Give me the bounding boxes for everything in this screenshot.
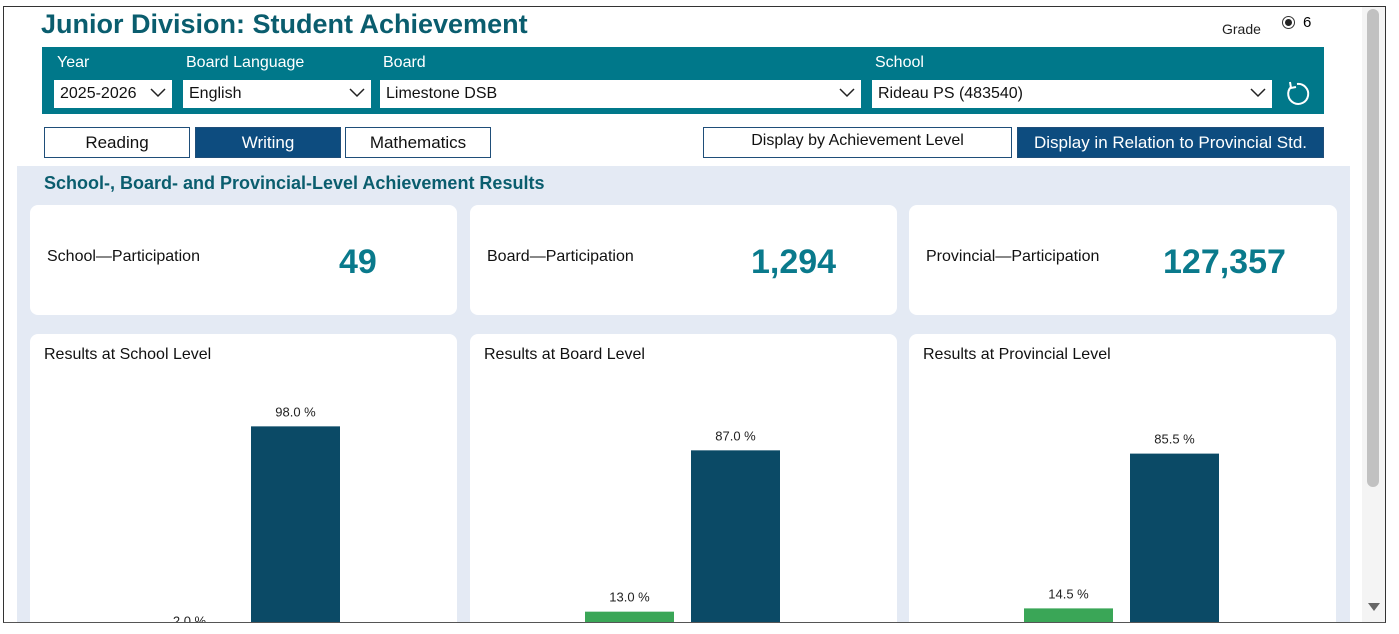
chart-title: Results at Provincial Level xyxy=(923,346,1111,363)
bar xyxy=(251,426,340,622)
chevron xyxy=(1250,88,1266,98)
bar xyxy=(1024,608,1113,622)
data-label: 2.0 % xyxy=(173,614,207,623)
data-label: 13.0 % xyxy=(609,590,650,605)
kpi-card: School—Participation 49 xyxy=(30,205,457,315)
grade-label: Grade xyxy=(1222,21,1261,37)
chart-card: Results at Provincial Level 14.5 % 85.5 % xyxy=(909,334,1336,622)
kpi-label: School—Participation xyxy=(47,248,200,265)
chevron xyxy=(150,88,166,98)
chart-card: Results at Board Level 13.0 % 87.0 % xyxy=(470,334,897,622)
reset-button[interactable] xyxy=(1282,79,1312,109)
bar xyxy=(585,611,674,622)
kpi-label: Board—Participation xyxy=(487,248,634,265)
filter-label: Year xyxy=(57,54,90,71)
bar-chart: 2.0 % 98.0 % xyxy=(173,404,340,623)
dropdown-value: 2025-2026 xyxy=(60,85,137,102)
bar xyxy=(691,450,780,622)
kpi-value: 49 xyxy=(339,243,377,281)
display-toggle[interactable]: Display by Achievement Level xyxy=(703,127,1012,158)
data-label: 14.5 % xyxy=(1048,586,1089,601)
dropdown-value: English xyxy=(189,85,242,102)
grade-radio[interactable] xyxy=(1282,16,1295,29)
kpi-card: Provincial—Participation 127,357 xyxy=(909,205,1337,315)
grade-option[interactable]: 6 xyxy=(1303,14,1312,31)
dropdown[interactable]: Rideau PS (483540) xyxy=(872,80,1272,108)
subject-tab[interactable]: Mathematics xyxy=(345,127,491,158)
dropdown[interactable]: Limestone DSB xyxy=(380,80,861,108)
chart-card: Results at School Level 2.0 % 98.0 % xyxy=(30,334,457,623)
kpi-label: Provincial—Participation xyxy=(926,248,1100,265)
dropdown[interactable]: 2025-2026 xyxy=(54,80,172,108)
filter-label: School xyxy=(875,54,924,71)
subject-tab[interactable]: Reading xyxy=(44,127,190,158)
kpi-card: Board—Participation 1,294 xyxy=(470,205,897,315)
chart-title: Results at School Level xyxy=(44,346,212,363)
scroll-thumb[interactable] xyxy=(1367,9,1379,487)
dropdown-value: Limestone DSB xyxy=(386,85,498,102)
bar xyxy=(1130,453,1219,622)
scrollbar[interactable] xyxy=(1362,7,1385,622)
scroll-arrow[interactable] xyxy=(1368,602,1380,612)
results-panel: School-, Board- and Provincial-Level Ach… xyxy=(17,166,1350,623)
subject-tab[interactable]: Writing xyxy=(195,127,341,158)
page-title: Junior Division: Student Achievement xyxy=(41,9,528,39)
display-toggle[interactable]: Display in Relation to Provincial Std. xyxy=(1017,127,1324,158)
bar-chart: 13.0 % 87.0 % xyxy=(585,428,780,622)
dropdown[interactable]: English xyxy=(183,80,371,108)
chart-title: Results at Board Level xyxy=(484,346,645,363)
chevron xyxy=(349,88,365,98)
data-label: 87.0 % xyxy=(715,428,756,443)
data-label: 85.5 % xyxy=(1154,432,1195,447)
filter-label: Board xyxy=(383,54,426,71)
dashboard: Junior Division: Student Achievement Gra… xyxy=(3,6,1386,623)
bar-chart: 14.5 % 85.5 % xyxy=(1024,432,1219,622)
filter-label: Board Language xyxy=(186,54,305,71)
data-label: 98.0 % xyxy=(275,404,316,419)
chevron xyxy=(839,88,855,98)
filter-bar: Year Board Language Board School 2025-20… xyxy=(42,47,1324,114)
kpi-value: 1,294 xyxy=(751,243,837,281)
kpi-value: 127,357 xyxy=(1163,243,1286,281)
section-title: School-, Board- and Provincial-Level Ach… xyxy=(44,173,545,193)
dropdown-value: Rideau PS (483540) xyxy=(878,85,1023,102)
